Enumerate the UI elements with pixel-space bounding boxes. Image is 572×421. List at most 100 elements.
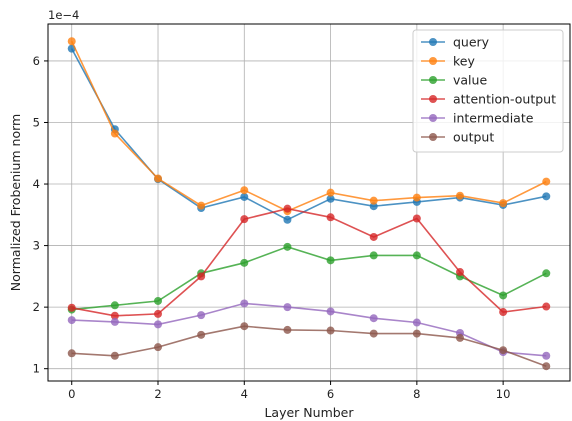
data-point-output bbox=[369, 329, 378, 338]
x-tick-label: 8 bbox=[413, 387, 420, 401]
y-tick-label: 4 bbox=[33, 177, 40, 191]
series-line-key bbox=[70, 40, 547, 212]
data-point-output bbox=[240, 322, 249, 331]
legend: query key value attention-output intermediat… bbox=[412, 29, 564, 153]
data-point-output bbox=[455, 333, 464, 342]
series-intermediate bbox=[67, 299, 551, 360]
series-layer bbox=[67, 37, 551, 371]
data-point-key bbox=[542, 177, 551, 186]
data-point-output bbox=[542, 362, 551, 371]
series-line-attention-output bbox=[71, 207, 547, 317]
data-point-output bbox=[283, 325, 292, 334]
data-point-intermediate bbox=[283, 303, 292, 312]
legend-label: attention-output bbox=[453, 92, 556, 107]
data-point-value bbox=[369, 251, 378, 260]
y-tick-label: 3 bbox=[33, 239, 40, 253]
data-point-query bbox=[542, 192, 551, 201]
data-point-attention-output bbox=[240, 215, 249, 224]
y-tick-label: 6 bbox=[33, 54, 40, 68]
data-point-intermediate bbox=[412, 318, 421, 327]
data-point-value bbox=[283, 242, 292, 251]
data-point-attention-output bbox=[326, 213, 335, 222]
data-point-key bbox=[110, 129, 119, 138]
data-point-intermediate bbox=[369, 314, 378, 323]
legend-marker bbox=[429, 76, 437, 84]
x-axis-label: Layer Number bbox=[264, 405, 354, 420]
data-point-key bbox=[154, 174, 163, 183]
data-point-key bbox=[499, 199, 508, 208]
data-point-key bbox=[240, 186, 249, 195]
series-line-intermediate bbox=[71, 302, 547, 357]
data-point-output bbox=[326, 326, 335, 335]
data-point-key bbox=[455, 191, 464, 200]
data-point-query bbox=[369, 202, 378, 211]
data-point-attention-output bbox=[412, 214, 421, 223]
legend-label: value bbox=[453, 73, 487, 88]
y-axis-label: Normalized Frobenium norm bbox=[8, 114, 23, 291]
legend-marker bbox=[429, 114, 437, 122]
data-point-key bbox=[197, 201, 206, 210]
data-point-output bbox=[67, 349, 76, 358]
data-point-value bbox=[326, 256, 335, 265]
data-point-attention-output bbox=[197, 272, 206, 281]
legend-marker bbox=[429, 95, 437, 103]
series-value bbox=[67, 242, 551, 314]
plot-frame bbox=[47, 23, 571, 382]
x-tick-label: 6 bbox=[327, 387, 334, 401]
legend-box bbox=[412, 29, 564, 153]
data-point-output bbox=[154, 343, 163, 352]
x-tick-label: 0 bbox=[68, 387, 75, 401]
data-point-attention-output bbox=[110, 311, 119, 320]
data-point-intermediate bbox=[542, 351, 551, 360]
data-point-value bbox=[240, 258, 249, 267]
data-point-output bbox=[110, 351, 119, 360]
data-point-key bbox=[67, 37, 76, 46]
y-tick-label: 5 bbox=[33, 115, 40, 129]
data-point-intermediate bbox=[240, 299, 249, 308]
legend-item-key: key bbox=[421, 54, 475, 69]
data-point-attention-output bbox=[499, 308, 508, 317]
x-tick-label: 2 bbox=[154, 387, 161, 401]
data-point-value bbox=[499, 291, 508, 300]
data-point-attention-output bbox=[154, 309, 163, 318]
y-tick-label: 2 bbox=[33, 300, 40, 314]
series-output bbox=[67, 322, 551, 371]
data-point-query bbox=[326, 194, 335, 203]
data-point-key bbox=[412, 193, 421, 202]
x-tick-label: 4 bbox=[241, 387, 248, 401]
data-point-value bbox=[110, 301, 119, 310]
series-line-output bbox=[71, 325, 547, 367]
data-point-output bbox=[197, 330, 206, 339]
legend-label: query bbox=[453, 35, 490, 50]
data-point-value bbox=[412, 251, 421, 260]
legend-marker bbox=[429, 57, 437, 65]
data-point-intermediate bbox=[197, 311, 206, 320]
data-point-intermediate bbox=[67, 316, 76, 325]
data-point-value bbox=[154, 296, 163, 305]
series-line-value bbox=[71, 245, 547, 311]
data-point-query bbox=[283, 215, 292, 224]
legend-item-value: value bbox=[421, 73, 487, 88]
legend-item-intermediate: intermediate bbox=[421, 111, 534, 126]
data-point-query bbox=[240, 192, 249, 201]
y-tick-label: 1 bbox=[33, 362, 40, 376]
data-point-output bbox=[499, 346, 508, 355]
legend-label: intermediate bbox=[453, 111, 534, 126]
legend-item-output: output bbox=[421, 130, 494, 145]
y-scale-label: 1e−4 bbox=[48, 8, 79, 22]
data-point-attention-output bbox=[283, 204, 292, 213]
legend-item-query: query bbox=[421, 35, 490, 50]
data-point-intermediate bbox=[154, 320, 163, 329]
data-point-attention-output bbox=[369, 232, 378, 241]
series-key bbox=[67, 37, 551, 216]
x-tick-label: 10 bbox=[496, 387, 511, 401]
data-point-value bbox=[542, 269, 551, 278]
data-point-attention-output bbox=[67, 303, 76, 312]
legend-marker bbox=[429, 38, 437, 46]
data-point-key bbox=[326, 188, 335, 197]
data-point-intermediate bbox=[326, 307, 335, 316]
data-point-attention-output bbox=[542, 302, 551, 311]
legend-label: output bbox=[453, 130, 494, 145]
